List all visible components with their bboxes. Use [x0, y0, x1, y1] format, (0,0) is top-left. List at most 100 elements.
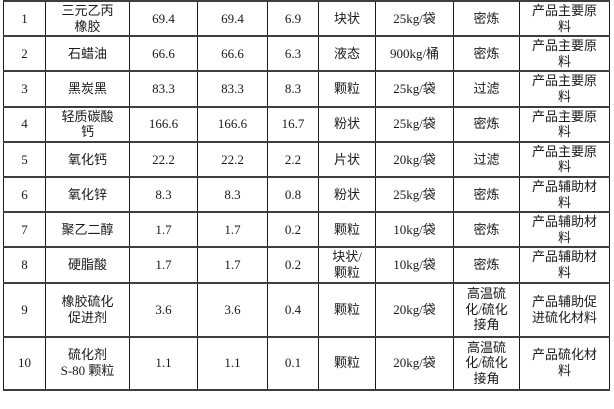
- table-row: 1 三元乙丙 橡胶 69.4 69.4 6.9 块状 25kg/袋 密炼 产品主要原 料: [3, 0, 610, 38]
- table-row: 5 氧化钙 22.2 22.2 2.2 片状 20kg/袋 过滤 产品主要原 料: [3, 140, 610, 178]
- cell-physical-form: 颗粒: [318, 335, 376, 391]
- cell-category: 产品主要原 料: [519, 140, 610, 178]
- cell-category: 产品主要原 料: [519, 70, 610, 108]
- cell-packaging: 10kg/袋: [375, 211, 454, 249]
- cell-amount-1: 1.1: [129, 335, 198, 391]
- cell-amount-1: 69.4: [129, 0, 198, 38]
- cell-physical-form: 片状: [318, 140, 376, 178]
- materials-table: 1 三元乙丙 橡胶 69.4 69.4 6.9 块状 25kg/袋 密炼 产品主要原 料 2 石蜡油…: [3, 0, 610, 391]
- cell-amount-3: 0.2: [267, 246, 319, 284]
- table-row: 2 石蜡油 66.6 66.6 6.3 液态 900kg/桶 密炼 产品主要原 料: [3, 35, 610, 73]
- cell-amount-3: 0.4: [267, 281, 319, 338]
- cell-row-number: 9: [3, 281, 46, 338]
- cell-category: 产品辅助材 料: [519, 175, 610, 214]
- cell-category: 产品主要原 料: [519, 0, 610, 38]
- cell-amount-2: 69.4: [197, 0, 268, 38]
- cell-category: 产品硫化材 料: [519, 335, 610, 391]
- table-row: 6 氧化锌 8.3 8.3 0.8 粉状 25kg/袋 密炼 产品辅助材 料: [3, 175, 610, 214]
- cell-amount-3: 16.7: [267, 105, 319, 143]
- cell-packaging: 25kg/袋: [375, 175, 454, 214]
- cell-physical-form: 粉状: [318, 175, 376, 214]
- cell-packaging: 25kg/袋: [375, 70, 454, 108]
- cell-physical-form: 块状: [318, 0, 376, 38]
- cell-material-name: 石蜡油: [45, 35, 130, 73]
- cell-process: 过滤: [453, 140, 520, 178]
- cell-category: 产品主要原 料: [519, 35, 610, 73]
- cell-physical-form: 粉状: [318, 105, 376, 143]
- cell-row-number: 6: [3, 175, 46, 214]
- cell-process: 密炼: [453, 105, 520, 143]
- cell-amount-3: 8.3: [267, 70, 319, 108]
- cell-process: 高温硫 化/硫化 接角: [453, 335, 520, 391]
- cell-amount-2: 1.7: [197, 211, 268, 249]
- cell-amount-2: 3.6: [197, 281, 268, 338]
- cell-amount-1: 1.7: [129, 246, 198, 284]
- cell-amount-3: 0.8: [267, 175, 319, 214]
- cell-row-number: 4: [3, 105, 46, 143]
- cell-amount-2: 22.2: [197, 140, 268, 178]
- cell-category: 产品主要原 料: [519, 105, 610, 143]
- table-row: 3 黑炭黑 83.3 83.3 8.3 颗粒 25kg/袋 过滤 产品主要原 料: [3, 70, 610, 108]
- cell-amount-2: 1.1: [197, 335, 268, 391]
- cell-material-name: 黑炭黑: [45, 70, 130, 108]
- cell-amount-3: 0.1: [267, 335, 319, 391]
- cell-amount-3: 6.3: [267, 35, 319, 73]
- cell-packaging: 20kg/袋: [375, 140, 454, 178]
- table-row: 9 橡胶硫化 促进剂 3.6 3.6 0.4 颗粒 20kg/袋 高温硫 化/硫化 接角 产品辅…: [3, 281, 610, 338]
- cell-amount-2: 66.6: [197, 35, 268, 73]
- cell-amount-1: 66.6: [129, 35, 198, 73]
- cell-amount-3: 0.2: [267, 211, 319, 249]
- table-row: 10 硫化剂 S-80 颗粒 1.1 1.1 0.1 颗粒 20kg/袋 高温硫 化/硫化 接…: [3, 335, 610, 391]
- table-row: 4 轻质碳酸 钙 166.6 166.6 16.7 粉状 25kg/袋 密炼 产品主要原 料: [3, 105, 610, 143]
- cell-amount-1: 1.7: [129, 211, 198, 249]
- cell-packaging: 900kg/桶: [375, 35, 454, 73]
- cell-process: 高温硫 化/硫化 接角: [453, 281, 520, 338]
- cell-category: 产品辅助材 料: [519, 211, 610, 249]
- cell-physical-form: 块状/ 颗粒: [318, 246, 376, 284]
- cell-process: 密炼: [453, 175, 520, 214]
- cell-physical-form: 颗粒: [318, 211, 376, 249]
- cell-amount-2: 83.3: [197, 70, 268, 108]
- cell-process: 密炼: [453, 35, 520, 73]
- cell-packaging: 10kg/袋: [375, 246, 454, 284]
- cell-packaging: 20kg/袋: [375, 281, 454, 338]
- cell-amount-2: 1.7: [197, 246, 268, 284]
- cell-row-number: 1: [3, 0, 46, 38]
- cell-row-number: 3: [3, 70, 46, 108]
- cell-material-name: 轻质碳酸 钙: [45, 105, 130, 143]
- cell-material-name: 橡胶硫化 促进剂: [45, 281, 130, 338]
- cell-row-number: 5: [3, 140, 46, 178]
- cell-row-number: 8: [3, 246, 46, 284]
- cell-row-number: 2: [3, 35, 46, 73]
- cell-amount-1: 166.6: [129, 105, 198, 143]
- cell-material-name: 聚乙二醇: [45, 211, 130, 249]
- cell-row-number: 7: [3, 211, 46, 249]
- cell-packaging: 25kg/袋: [375, 105, 454, 143]
- cell-physical-form: 液态: [318, 35, 376, 73]
- cell-amount-2: 166.6: [197, 105, 268, 143]
- cell-process: 过滤: [453, 70, 520, 108]
- cell-amount-1: 3.6: [129, 281, 198, 338]
- cell-material-name: 硫化剂 S-80 颗粒: [45, 335, 130, 391]
- materials-table-body: 1 三元乙丙 橡胶 69.4 69.4 6.9 块状 25kg/袋 密炼 产品主要原 料 2 石蜡油…: [3, 0, 610, 391]
- table-row: 8 硬脂酸 1.7 1.7 0.2 块状/ 颗粒 10kg/袋 密炼 产品辅助材 料: [3, 246, 610, 284]
- cell-process: 密炼: [453, 0, 520, 38]
- cell-amount-1: 8.3: [129, 175, 198, 214]
- cell-material-name: 氧化锌: [45, 175, 130, 214]
- table-row: 7 聚乙二醇 1.7 1.7 0.2 颗粒 10kg/袋 密炼 产品辅助材 料: [3, 211, 610, 249]
- cell-category: 产品辅助材 料: [519, 246, 610, 284]
- cell-amount-1: 22.2: [129, 140, 198, 178]
- cell-physical-form: 颗粒: [318, 70, 376, 108]
- cell-material-name: 氧化钙: [45, 140, 130, 178]
- cell-packaging: 20kg/袋: [375, 335, 454, 391]
- cell-amount-3: 6.9: [267, 0, 319, 38]
- cell-physical-form: 颗粒: [318, 281, 376, 338]
- cell-material-name: 硬脂酸: [45, 246, 130, 284]
- cell-process: 密炼: [453, 211, 520, 249]
- cell-amount-1: 83.3: [129, 70, 198, 108]
- cell-packaging: 25kg/袋: [375, 0, 454, 38]
- cell-amount-2: 8.3: [197, 175, 268, 214]
- cell-row-number: 10: [3, 335, 46, 391]
- cell-category: 产品辅助促 进硫化材料: [519, 281, 610, 338]
- cell-process: 密炼: [453, 246, 520, 284]
